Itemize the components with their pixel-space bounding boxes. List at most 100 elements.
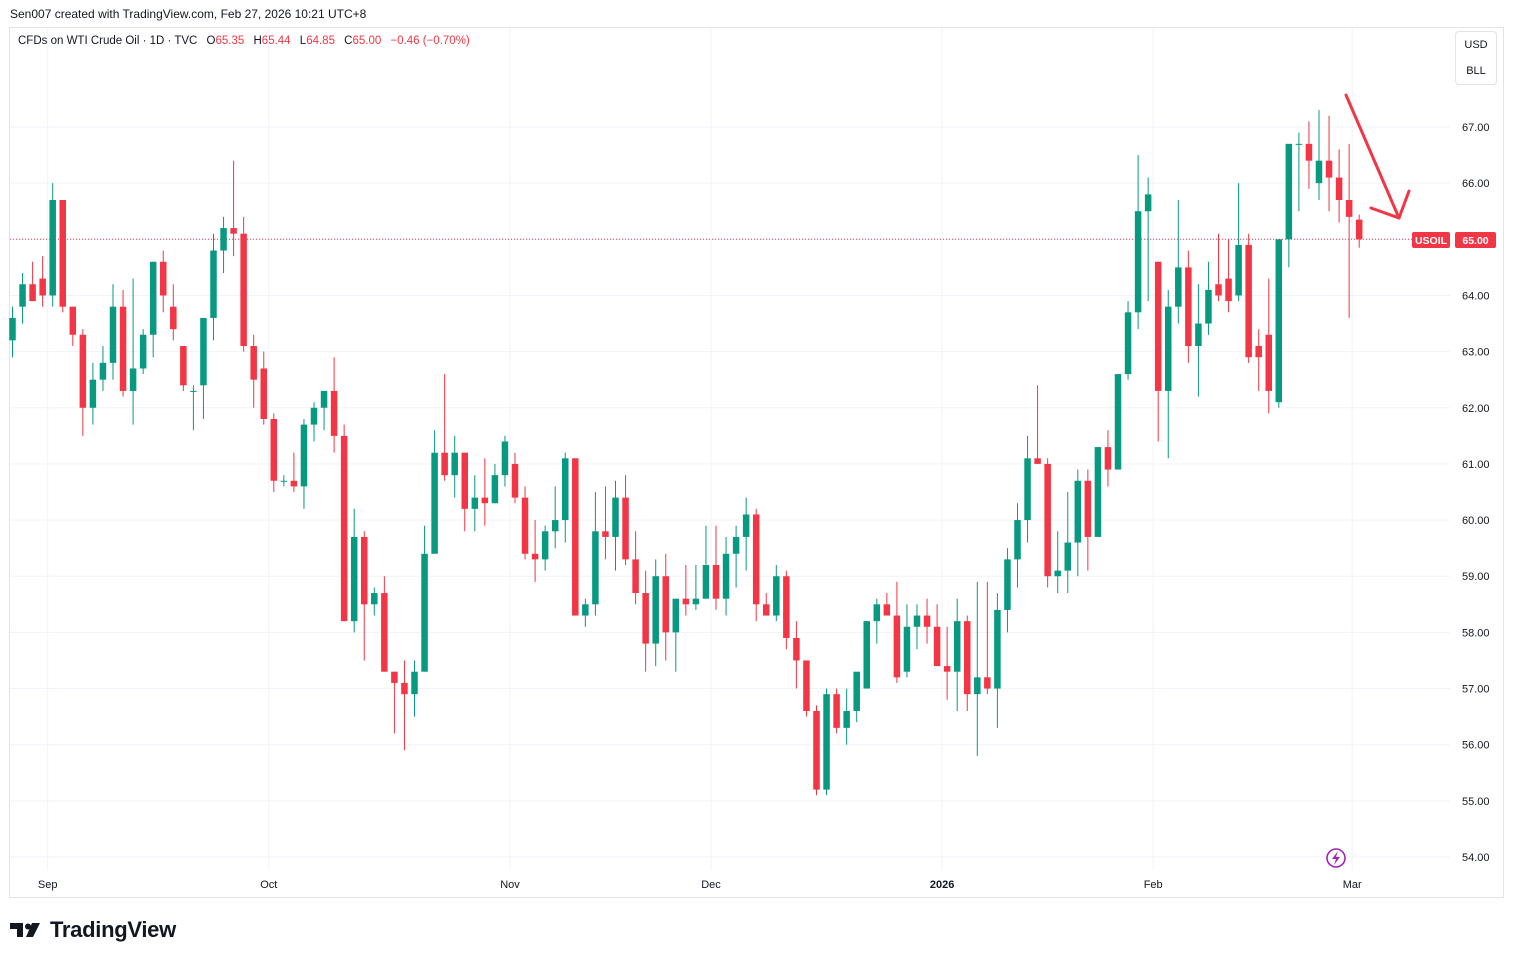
candle[interactable] xyxy=(873,598,881,644)
symbol-legend[interactable]: CFDs on WTI Crude Oil · 1D · TVC O65.35 … xyxy=(18,35,470,47)
candle[interactable] xyxy=(1275,239,1283,408)
candle[interactable] xyxy=(139,329,147,375)
currency-unit-selector[interactable]: USD BLL xyxy=(1455,31,1497,85)
candle[interactable] xyxy=(19,273,26,324)
candle[interactable] xyxy=(129,278,137,425)
candle[interactable] xyxy=(712,525,720,610)
candle[interactable] xyxy=(1185,250,1192,363)
candle[interactable] xyxy=(69,306,77,346)
candle[interactable] xyxy=(391,671,398,734)
candle[interactable] xyxy=(1175,200,1182,324)
candle[interactable] xyxy=(953,598,961,711)
candle[interactable] xyxy=(752,508,760,622)
candle[interactable] xyxy=(893,581,901,683)
candle[interactable] xyxy=(1195,284,1202,397)
candle[interactable] xyxy=(1084,469,1092,571)
candle[interactable] xyxy=(170,284,177,341)
candle[interactable] xyxy=(200,317,207,419)
candle[interactable] xyxy=(1265,278,1273,414)
candle[interactable] xyxy=(320,390,328,431)
candle[interactable] xyxy=(9,306,16,358)
candle[interactable] xyxy=(551,486,559,549)
candle[interactable] xyxy=(1315,110,1323,200)
unit-label[interactable]: BLL xyxy=(1466,65,1486,77)
candle[interactable] xyxy=(59,200,67,313)
candle[interactable] xyxy=(823,688,830,796)
candle[interactable] xyxy=(109,284,117,380)
candle[interactable] xyxy=(682,565,690,616)
candle[interactable] xyxy=(330,357,338,453)
candle[interactable] xyxy=(1044,458,1051,588)
candle[interactable] xyxy=(1154,261,1162,442)
candle[interactable] xyxy=(702,525,710,599)
candle[interactable] xyxy=(310,402,318,442)
candle[interactable] xyxy=(793,621,800,689)
candle[interactable] xyxy=(943,626,951,700)
candle[interactable] xyxy=(481,458,489,526)
candle[interactable] xyxy=(1215,233,1222,302)
candle[interactable] xyxy=(1064,492,1072,594)
candle[interactable] xyxy=(270,413,278,492)
candle[interactable] xyxy=(1245,233,1252,363)
replay-bolt-icon[interactable] xyxy=(1326,848,1346,868)
chart-pane[interactable] xyxy=(9,27,1504,898)
candle[interactable] xyxy=(1295,132,1303,212)
candle[interactable] xyxy=(1114,374,1122,470)
candle[interactable] xyxy=(1165,289,1172,459)
candle[interactable] xyxy=(149,261,157,358)
candle[interactable] xyxy=(1305,121,1313,189)
candle[interactable] xyxy=(672,598,680,672)
candle[interactable] xyxy=(933,604,941,667)
candle[interactable] xyxy=(300,419,308,509)
candle[interactable] xyxy=(260,351,268,425)
candle[interactable] xyxy=(491,463,499,504)
candle[interactable] xyxy=(1124,301,1132,380)
candle[interactable] xyxy=(531,520,539,582)
candle[interactable] xyxy=(451,435,458,498)
candle[interactable] xyxy=(1004,548,1011,633)
candle[interactable] xyxy=(692,565,700,610)
candle[interactable] xyxy=(501,435,509,487)
candle[interactable] xyxy=(652,559,659,667)
candle[interactable] xyxy=(99,346,107,391)
candle[interactable] xyxy=(1335,149,1343,223)
candle[interactable] xyxy=(190,385,197,431)
candle[interactable] xyxy=(964,615,971,711)
candle[interactable] xyxy=(783,570,790,650)
tradingview-logo[interactable]: TradingView xyxy=(10,917,176,943)
currency-label[interactable]: USD xyxy=(1464,39,1488,51)
candle[interactable] xyxy=(1205,261,1212,335)
candle[interactable] xyxy=(1144,177,1152,302)
candle[interactable] xyxy=(431,430,438,554)
candle[interactable] xyxy=(340,424,348,622)
candle[interactable] xyxy=(350,508,358,633)
candle[interactable] xyxy=(974,581,981,756)
candle[interactable] xyxy=(1345,143,1353,318)
candle[interactable] xyxy=(1285,143,1293,268)
candle[interactable] xyxy=(622,475,629,565)
candle[interactable] xyxy=(119,289,127,397)
candle[interactable] xyxy=(421,525,428,672)
candle[interactable] xyxy=(1355,214,1363,248)
candle[interactable] xyxy=(29,261,36,302)
candle[interactable] xyxy=(541,525,549,571)
candle[interactable] xyxy=(1094,447,1102,537)
candle[interactable] xyxy=(79,329,87,436)
candle[interactable] xyxy=(39,256,46,307)
candle[interactable] xyxy=(210,233,217,341)
candle[interactable] xyxy=(1255,329,1262,391)
candle[interactable] xyxy=(471,475,479,532)
candle[interactable] xyxy=(722,536,730,616)
candle[interactable] xyxy=(903,604,911,678)
candle[interactable] xyxy=(1024,435,1031,543)
candle[interactable] xyxy=(511,452,519,504)
candle[interactable] xyxy=(853,671,860,723)
candle[interactable] xyxy=(863,621,871,689)
candle[interactable] xyxy=(602,486,609,560)
candle[interactable] xyxy=(1235,183,1242,302)
candle[interactable] xyxy=(521,486,529,560)
candle[interactable] xyxy=(984,581,991,695)
candle[interactable] xyxy=(220,216,227,273)
candle[interactable] xyxy=(180,346,187,391)
candle[interactable] xyxy=(441,374,448,481)
